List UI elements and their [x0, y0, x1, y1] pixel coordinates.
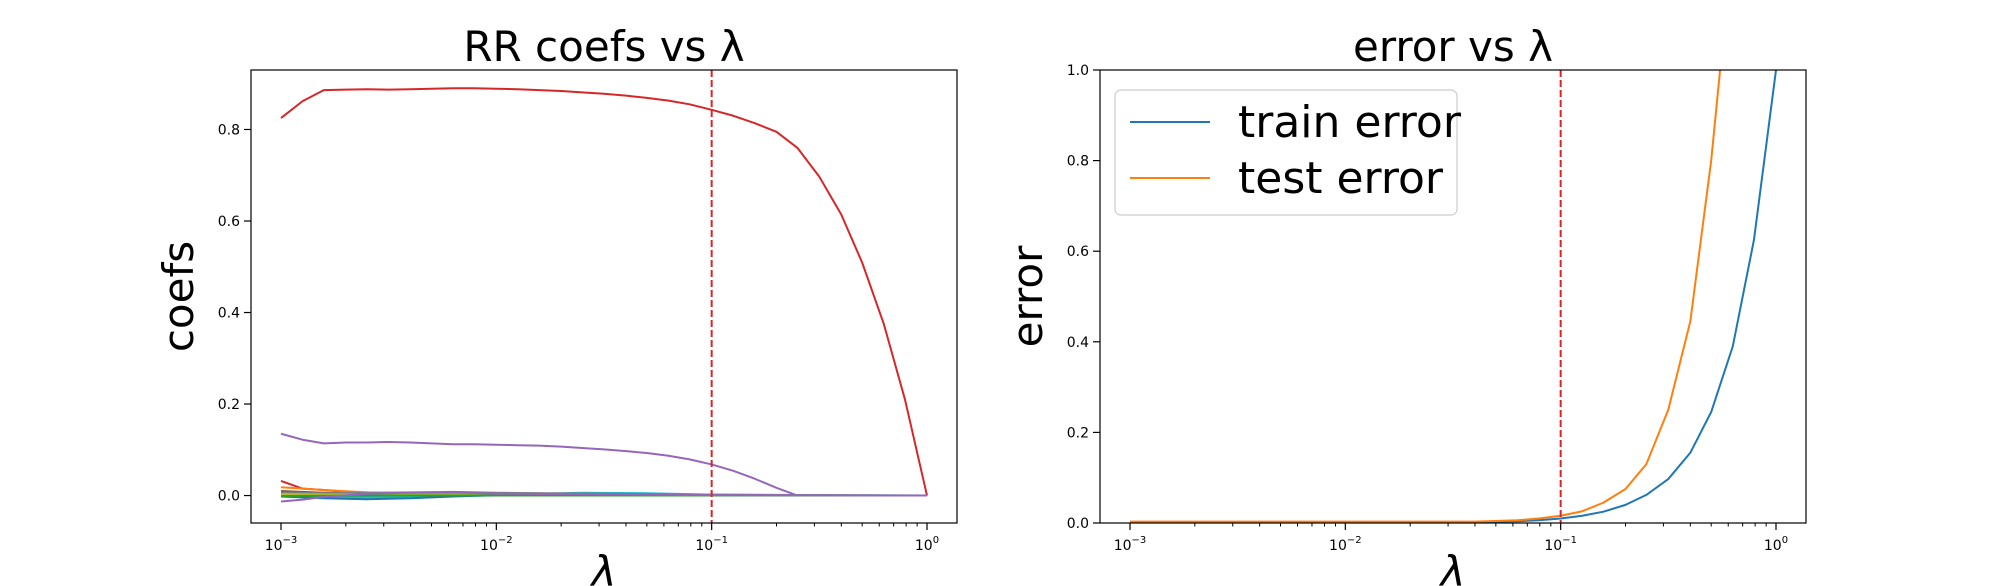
x-tick-label: 10−1 — [695, 535, 728, 554]
y-tick-label: 0.2 — [218, 397, 240, 413]
x-axis-label: λ — [590, 547, 617, 586]
series-line-test-error — [1130, 70, 1722, 523]
y-tick-label: 0.4 — [1067, 335, 1089, 351]
chart-title: RR coefs vs λ — [463, 22, 744, 71]
y-tick-label: 0.8 — [1067, 154, 1089, 170]
y-tick-label: 0.2 — [1067, 425, 1089, 441]
series-line-12 — [280, 491, 928, 503]
y-tick-label: 0.0 — [1067, 516, 1089, 532]
chart-1: 10−3 10−2 10−1 100 0.0 0.2 0.4 0.6 0.8 RR coefs v… — [154, 22, 958, 586]
x-axis-label: λ — [1439, 547, 1466, 586]
series-group — [280, 87, 928, 503]
series-line-1 — [280, 87, 928, 496]
legend-label: test error — [1238, 153, 1444, 204]
chart-title: error vs λ — [1353, 22, 1553, 71]
series-group — [1130, 70, 1777, 523]
chart-2: 10−3 10−2 10−1 100 0.0 0.2 0.4 0.6 0.8 1.0 error v… — [1003, 22, 1807, 586]
legend-label: train error — [1238, 97, 1462, 148]
y-tick-label: 0.8 — [218, 122, 240, 138]
y-tick-label: 0.6 — [1067, 244, 1089, 260]
y-axis-label: error — [1003, 245, 1052, 347]
x-tick-label: 10−2 — [1329, 535, 1362, 554]
series-line-2 — [280, 432, 927, 497]
x-tick-label: 100 — [915, 535, 939, 554]
x-tick-label: 10−1 — [1544, 535, 1577, 554]
y-tick-label: 1.0 — [1067, 63, 1089, 79]
plot-frame — [250, 69, 958, 524]
y-tick-label: 0.4 — [218, 306, 240, 322]
x-tick-label: 10−3 — [1114, 535, 1147, 554]
y-axis-label: coefs — [154, 241, 203, 352]
x-tick-label: 100 — [1764, 535, 1788, 554]
y-tick-label: 0.0 — [218, 489, 240, 505]
y-tick-label: 0.6 — [218, 214, 240, 230]
plot-frame — [1099, 69, 1807, 524]
x-tick-label: 10−2 — [480, 535, 513, 554]
x-tick-label: 10−3 — [265, 535, 298, 554]
